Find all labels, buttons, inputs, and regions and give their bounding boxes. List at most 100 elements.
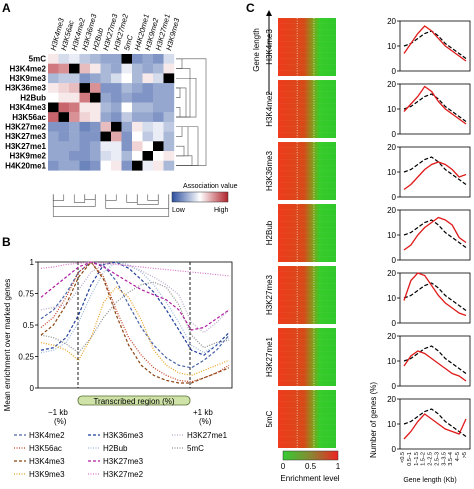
- enrichment-heatmap-block: [278, 18, 336, 76]
- heat-cell: [58, 83, 70, 93]
- heat-cell: [163, 63, 175, 74]
- heat-cell: [100, 131, 112, 142]
- profile-line-h3k27me2: [40, 261, 230, 277]
- colorbar-title: Association value: [183, 183, 238, 190]
- heat-cell: [48, 131, 59, 142]
- heat-cell: [132, 112, 143, 123]
- line-chart-frame: [399, 398, 471, 450]
- row-dendrogram-branch: [176, 68, 191, 118]
- expected-line: [403, 156, 467, 185]
- heat-cell: [58, 63, 70, 74]
- heat-cell: [111, 73, 122, 84]
- y-tick-label: 20: [387, 395, 396, 404]
- heat-cell: [163, 83, 175, 93]
- y-tick-label: 0.75: [18, 290, 34, 299]
- x-tick-label: 1–1.5: [414, 452, 420, 466]
- heat-cell: [90, 102, 101, 113]
- dendrograms: [52, 58, 207, 217]
- enrichment-tick-label: 0.5: [305, 462, 317, 471]
- row-label: H3K9me2: [10, 152, 47, 161]
- heat-cell: [79, 131, 91, 142]
- heat-cell: [132, 54, 143, 64]
- heat-cell: [69, 141, 80, 152]
- plus-1kb-label: +1 kb: [193, 408, 213, 417]
- heat-cell: [69, 83, 80, 93]
- transcribed-region: Transcribed region (%) −1 kb (%) +1 kb (…: [48, 395, 213, 426]
- heat-cell: [142, 112, 154, 123]
- legend-label: H3K27me1: [187, 431, 228, 440]
- heat-cell: [100, 160, 112, 171]
- heat-cell: [111, 63, 122, 74]
- line-ylabel: Number of genes (%): [369, 382, 378, 458]
- column-dendrogram-branch: [136, 194, 159, 205]
- enrichment-heatmap-block: [278, 204, 336, 262]
- heat-cell: [163, 54, 175, 64]
- heatmap-row-label: H3K36me3: [265, 150, 274, 191]
- row-label: H3K56ac: [12, 113, 46, 122]
- heat-cell: [79, 151, 91, 161]
- heat-cell: [132, 83, 143, 93]
- heat-cell: [100, 54, 112, 64]
- heat-cell: [153, 121, 164, 132]
- x-tick-label: >5: [462, 452, 468, 458]
- heat-cell: [153, 73, 164, 84]
- y-tick-label: 20: [387, 269, 396, 278]
- heat-cell: [100, 151, 112, 161]
- region-label: Transcribed region (%): [93, 397, 174, 406]
- x-tick-label: 3–3.5: [441, 452, 447, 466]
- heat-cell: [142, 151, 154, 161]
- heat-cell: [153, 92, 164, 103]
- heat-cell: [79, 54, 91, 64]
- expected-line: [403, 93, 467, 122]
- heat-cell: [69, 92, 80, 103]
- legend-label: H3K4me2: [29, 431, 65, 440]
- y-tick-label: 0: [392, 445, 397, 454]
- x-tick-label: 4–5: [455, 452, 461, 461]
- heat-cell: [153, 131, 164, 142]
- heat-cell: [79, 102, 91, 113]
- association-heatmap: [48, 54, 175, 171]
- heat-cell: [142, 102, 154, 113]
- association-colorbar: Association value Low High: [171, 183, 238, 214]
- enrichment-tick-label: 1: [336, 462, 341, 471]
- row-label: H3K4me3: [10, 103, 47, 112]
- row-label: H3K9me3: [10, 74, 47, 83]
- panel-a: A 5mCH3K4me2H3K9me3H3K36me3H2BubH3K4me3H…: [2, 1, 238, 217]
- y-tick-label: 1: [30, 258, 35, 267]
- y-tick-label: 10: [387, 168, 396, 177]
- x-tick-label: 0.5–1: [407, 452, 413, 466]
- profile-line-h3k27me3: [40, 261, 230, 331]
- gene-length-charts: 0 10 20 0 10 20 0 10 20 0 10 20 0 10 20 0 10 20 0 10 20 <0.5 0…: [387, 17, 471, 466]
- line-chart-frame: [399, 209, 471, 261]
- enrichment-heatmap-block: [278, 142, 336, 200]
- row-dendrogram-branch: [176, 155, 193, 166]
- heat-cell: [48, 141, 59, 152]
- heat-cell: [90, 63, 101, 74]
- heat-cell: [79, 160, 91, 171]
- y-tick-label: 0.25: [18, 353, 34, 362]
- row-label: H4K20me1: [5, 161, 46, 170]
- profile-line-5mc: [40, 281, 230, 354]
- column-label: 5mC: [122, 33, 135, 51]
- heat-cell: [58, 112, 70, 123]
- heat-cell: [58, 151, 70, 161]
- heat-cell: [58, 54, 70, 64]
- heatmap-row-label: H3K27me1: [265, 336, 274, 377]
- enrichment-heatmap-block: [278, 80, 336, 138]
- y-tick-label: 0: [392, 193, 397, 202]
- profile-axes: 0 0.25 0.5 0.75 1: [18, 258, 233, 393]
- row-label: H3K27me1: [5, 142, 46, 151]
- heat-cell: [121, 73, 133, 84]
- enrichment-tick-label: 0: [281, 462, 286, 471]
- heat-cell: [111, 92, 122, 103]
- heat-cell: [121, 63, 133, 74]
- heat-cell: [132, 131, 143, 142]
- x-tick-label: <0.5: [400, 452, 406, 463]
- heat-cell: [153, 102, 164, 113]
- heat-cell: [90, 83, 101, 93]
- column-dendrogram-branch: [73, 194, 86, 203]
- heat-cell: [100, 141, 112, 152]
- row-dendrogram-branch: [176, 126, 183, 137]
- y-tick-label: 0: [392, 382, 397, 391]
